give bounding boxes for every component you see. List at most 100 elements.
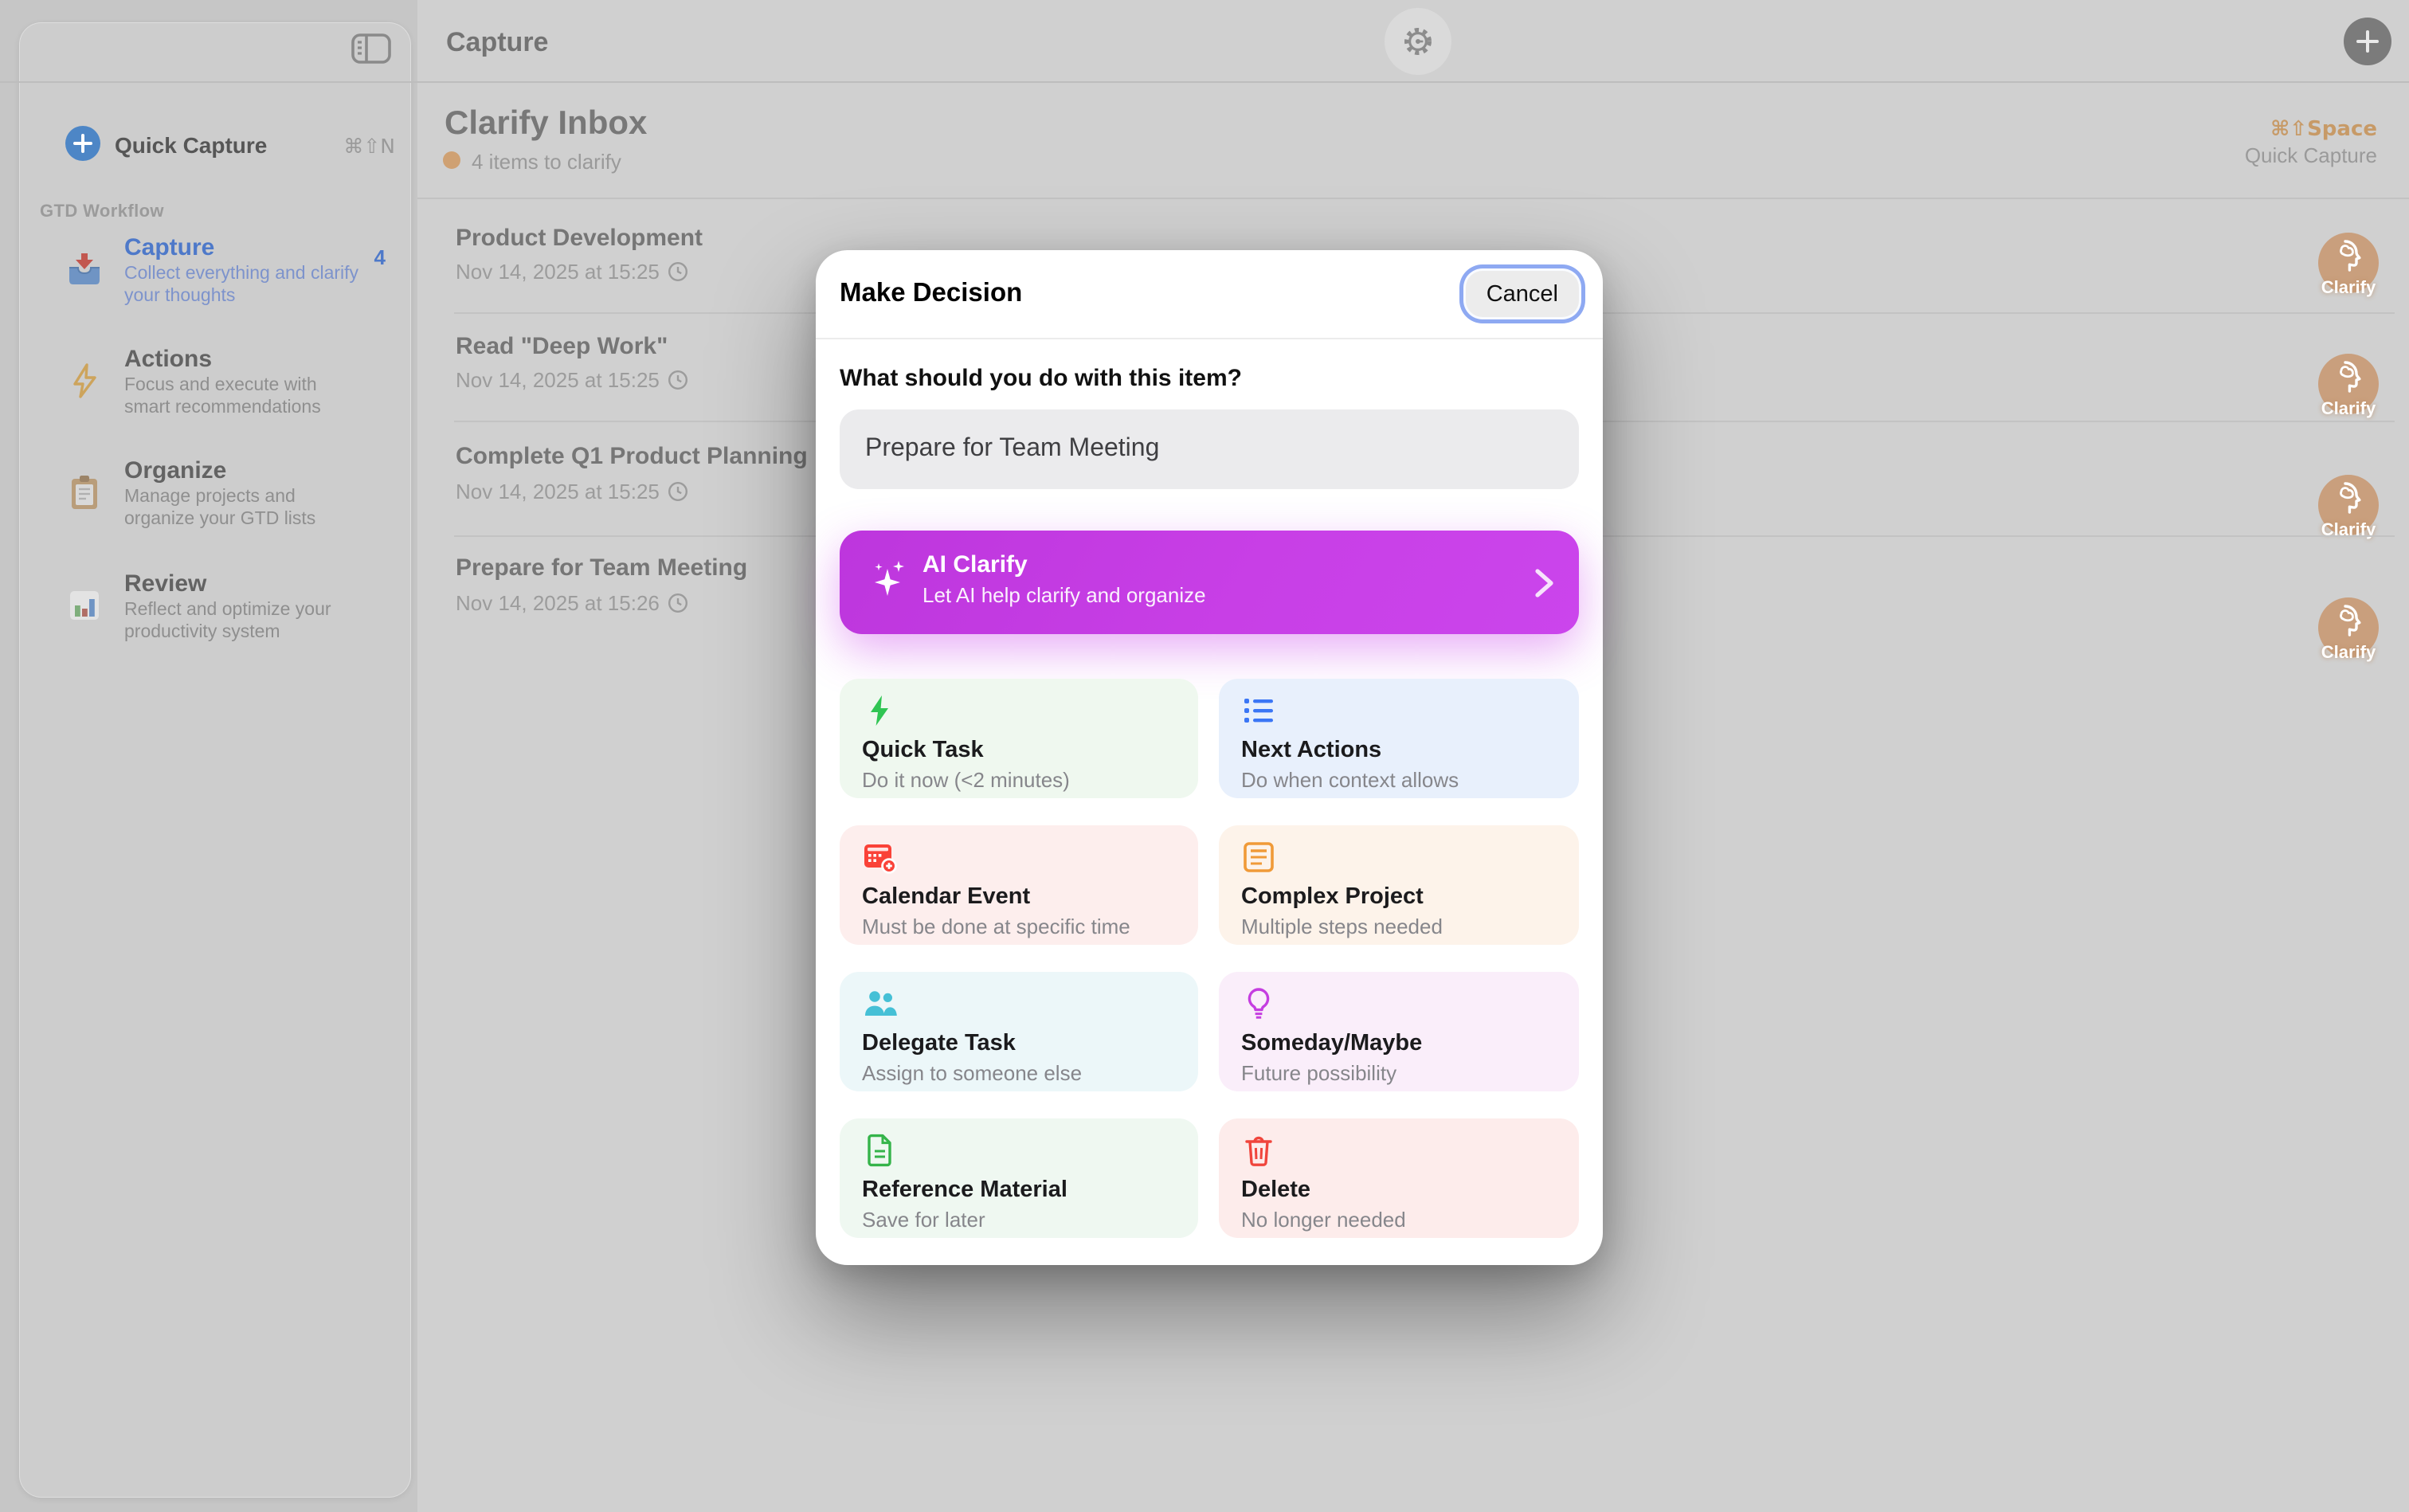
make-decision-dialog: Make Decision Cancel What should you do … bbox=[816, 250, 1603, 1265]
item-title-field[interactable]: Prepare for Team Meeting bbox=[840, 409, 1579, 489]
ai-clarify-button[interactable]: AI Clarify Let AI help clarify and organ… bbox=[840, 531, 1579, 634]
ai-clarify-subtitle: Let AI help clarify and organize bbox=[922, 583, 1206, 607]
items-count: 4 items to clarify bbox=[472, 150, 621, 174]
settings-button[interactable] bbox=[1385, 8, 1451, 75]
inbox-tray-icon bbox=[64, 249, 105, 290]
page-title: Clarify Inbox bbox=[445, 105, 648, 142]
toolbar-title: Capture bbox=[446, 27, 549, 57]
brain-head-icon bbox=[2340, 361, 2361, 393]
option-subtitle: No longer needed bbox=[1241, 1208, 1406, 1232]
sidebar-section-header: GTD Workflow bbox=[40, 202, 164, 221]
dialog-divider bbox=[816, 338, 1603, 339]
brain-head-icon bbox=[2340, 482, 2361, 514]
option-subtitle: Must be done at specific time bbox=[862, 915, 1130, 938]
clock-icon bbox=[668, 593, 687, 613]
brain-head-icon bbox=[2340, 605, 2361, 637]
dialog-title: Make Decision bbox=[840, 279, 1023, 307]
chevron-right-icon bbox=[1535, 569, 1553, 597]
option-title: Quick Task bbox=[862, 738, 984, 763]
list-item-title[interactable]: Complete Q1 Product Planning bbox=[456, 443, 808, 470]
sidebar-item-actions[interactable]: Actions Focus and execute with smart rec… bbox=[32, 338, 398, 443]
sidebar-item-label: Review bbox=[124, 570, 207, 597]
clarify-action-button[interactable]: Clarify bbox=[2318, 597, 2379, 663]
sidebar-item-review[interactable]: Review Reflect and optimize your product… bbox=[32, 562, 398, 668]
sidebar-item-desc: Focus and execute with smart recommendat… bbox=[124, 376, 321, 417]
document-lines-icon bbox=[1244, 842, 1274, 872]
sidebar-item-label: Capture bbox=[124, 234, 215, 261]
option-title: Delete bbox=[1241, 1177, 1311, 1203]
quick-capture-shortcut: ⌘⇧N bbox=[343, 134, 395, 158]
item-title-value: Prepare for Team Meeting bbox=[865, 435, 1160, 462]
option-title: Calendar Event bbox=[862, 884, 1031, 910]
sidebar-item-badge: 4 bbox=[374, 245, 386, 269]
ai-clarify-title: AI Clarify bbox=[922, 551, 1028, 578]
list-item-date: Nov 14, 2025 at 15:25 bbox=[456, 368, 688, 392]
sidebar-item-desc: Manage projects and organize your GTD li… bbox=[124, 488, 316, 528]
sidebar-item-capture[interactable]: Capture Collect everything and clarify y… bbox=[32, 226, 398, 331]
option-subtitle: Assign to someone else bbox=[862, 1061, 1083, 1085]
option-title: Complex Project bbox=[1241, 884, 1424, 910]
dialog-question: What should you do with this item? bbox=[840, 365, 1242, 392]
list-item-title[interactable]: Prepare for Team Meeting bbox=[456, 554, 748, 582]
sidebar: Quick Capture ⌘⇧N GTD Workflow Capture C… bbox=[19, 22, 411, 1498]
clarify-badge-label: Clarify bbox=[2321, 521, 2376, 540]
option-subtitle: Future possibility bbox=[1241, 1061, 1397, 1085]
header-divider bbox=[417, 198, 2409, 199]
option-card-someday-maybe[interactable]: Someday/Maybe Future possibility bbox=[1219, 972, 1579, 1091]
sparkles-icon bbox=[875, 561, 904, 596]
clarify-badge-label: Clarify bbox=[2321, 400, 2376, 419]
clarify-action-button[interactable]: Clarify bbox=[2318, 233, 2379, 298]
clock-icon bbox=[668, 261, 687, 282]
quick-capture-button[interactable]: Quick Capture ⌘⇧N bbox=[19, 112, 411, 175]
quick-capture-label: Quick Capture bbox=[115, 132, 268, 158]
option-title: Reference Material bbox=[862, 1177, 1067, 1203]
sidebar-toggle-icon[interactable] bbox=[351, 32, 392, 67]
bar-chart-icon bbox=[64, 585, 105, 626]
clarify-action-button[interactable]: Clarify bbox=[2318, 354, 2379, 419]
option-card-next-actions[interactable]: Next Actions Do when context allows bbox=[1219, 679, 1579, 798]
list-item-title[interactable]: Read "Deep Work" bbox=[456, 333, 668, 360]
option-subtitle: Do it now (<2 minutes) bbox=[862, 768, 1070, 792]
option-subtitle: Save for later bbox=[862, 1208, 985, 1232]
option-subtitle: Do when context allows bbox=[1241, 768, 1459, 792]
clarify-badge-label: Clarify bbox=[2321, 644, 2376, 663]
sidebar-item-label: Organize bbox=[124, 457, 227, 484]
clarify-action-button[interactable]: Clarify bbox=[2318, 475, 2379, 540]
clock-icon bbox=[668, 481, 687, 502]
sidebar-item-organize[interactable]: Organize Manage projects and organize yo… bbox=[32, 449, 398, 554]
clipboard-icon bbox=[64, 472, 105, 513]
list-item-date: Nov 14, 2025 at 15:26 bbox=[456, 591, 688, 615]
bullet-list-icon bbox=[1244, 699, 1273, 723]
toolbar-divider bbox=[0, 81, 2409, 83]
lightning-bolt-icon bbox=[871, 695, 888, 726]
option-card-delegate-task[interactable]: Delegate Task Assign to someone else bbox=[840, 972, 1198, 1091]
lightning-bolt-icon bbox=[64, 360, 105, 402]
trash-icon bbox=[1245, 1136, 1272, 1166]
cancel-button[interactable]: Cancel bbox=[1465, 271, 1579, 317]
lightbulb-icon bbox=[1248, 988, 1270, 1019]
clock-icon bbox=[668, 370, 687, 390]
sidebar-item-desc: Collect everything and clarify your thou… bbox=[124, 264, 359, 305]
option-card-quick-task[interactable]: Quick Task Do it now (<2 minutes) bbox=[840, 679, 1198, 798]
option-title: Delegate Task bbox=[862, 1031, 1016, 1056]
sidebar-item-desc: Reflect and optimize your productivity s… bbox=[124, 601, 331, 641]
option-title: Someday/Maybe bbox=[1241, 1031, 1423, 1056]
add-item-button[interactable] bbox=[2344, 18, 2391, 65]
option-subtitle: Multiple steps needed bbox=[1241, 915, 1443, 938]
list-item-date: Nov 14, 2025 at 15:25 bbox=[456, 260, 688, 284]
quick-capture-shortcut-hint: ⌘⇧Space bbox=[2270, 118, 2377, 142]
list-item-title[interactable]: Product Development bbox=[456, 225, 703, 252]
option-card-reference-material[interactable]: Reference Material Save for later bbox=[840, 1118, 1198, 1238]
option-card-calendar-event[interactable]: Calendar Event Must be done at specific … bbox=[840, 825, 1198, 945]
option-card-complex-project[interactable]: Complex Project Multiple steps needed bbox=[1219, 825, 1579, 945]
clarify-badge-label: Clarify bbox=[2321, 279, 2376, 298]
option-title: Next Actions bbox=[1241, 738, 1382, 763]
sidebar-item-label: Actions bbox=[124, 346, 213, 373]
status-dot-icon bbox=[443, 151, 460, 169]
gear-icon bbox=[1404, 28, 1432, 55]
option-card-delete[interactable]: Delete No longer needed bbox=[1219, 1118, 1579, 1238]
quick-capture-shortcut-label: Quick Capture bbox=[2244, 143, 2377, 167]
list-item-date: Nov 14, 2025 at 15:25 bbox=[456, 480, 688, 503]
plus-circle-icon bbox=[65, 126, 100, 161]
